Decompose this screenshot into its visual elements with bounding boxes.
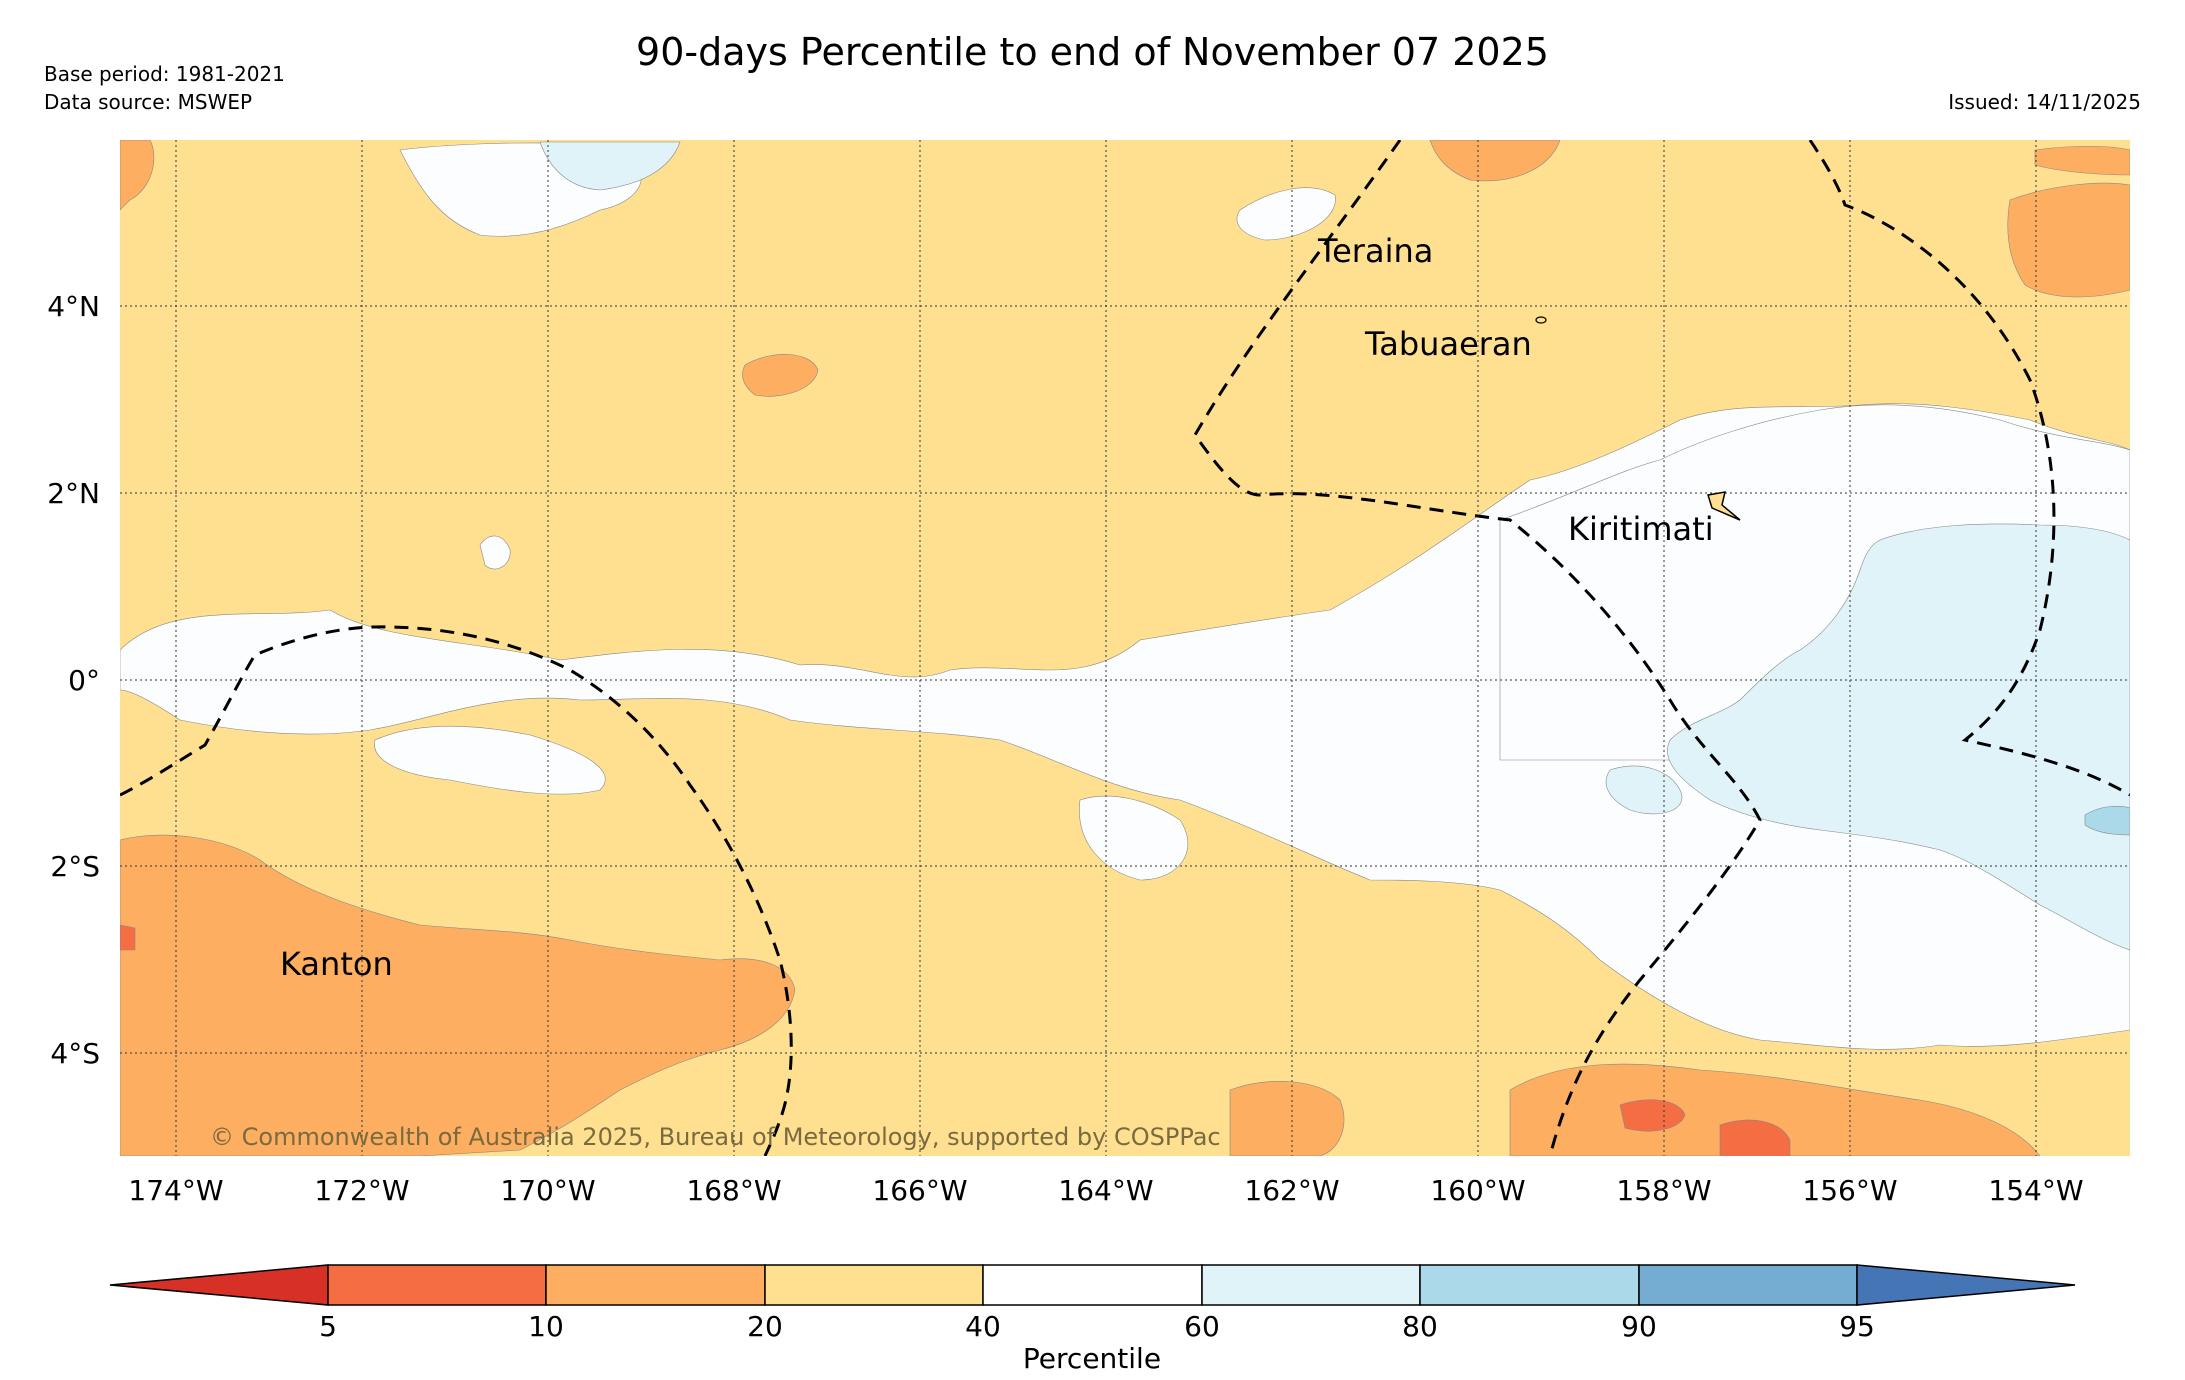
- percentile-region-10-20: [1229, 1081, 1345, 1156]
- percentile-region-40-60: [479, 535, 511, 570]
- map-title: 90-days Percentile to end of November 07…: [636, 30, 1549, 74]
- lon-label: 162°W: [1244, 1174, 1339, 1207]
- place-label-kanton: Kanton: [280, 945, 393, 983]
- colorbar-tick: 40: [965, 1310, 1001, 1343]
- lon-label: 174°W: [128, 1174, 223, 1207]
- colorbar-tick: 5: [319, 1310, 337, 1343]
- colorbar-tick: 60: [1184, 1310, 1220, 1343]
- percentile-region-80-90: [2084, 805, 2130, 836]
- place-label-kiritimati: Kiritimati: [1568, 510, 1714, 548]
- lat-label: 2°S: [50, 850, 100, 883]
- base-period: Base period: 1981-2021: [44, 62, 285, 86]
- colorbar-tick: 95: [1839, 1310, 1875, 1343]
- lon-label: 172°W: [314, 1174, 409, 1207]
- lon-label: 154°W: [1988, 1174, 2083, 1207]
- lat-label: 2°N: [47, 477, 100, 510]
- lat-label: 0°: [68, 664, 100, 697]
- colorbar-segment: [1201, 1264, 1421, 1306]
- colorbar-extend-high: [1856, 1264, 2076, 1306]
- lon-label: 168°W: [686, 1174, 781, 1207]
- graticule: [120, 140, 2130, 1156]
- colorbar-ticks: 5 10 20 40 60 80 90 95: [319, 1310, 1875, 1343]
- percentile-region-10-20: [1429, 140, 1561, 182]
- percentile-region-10-20: [742, 354, 819, 397]
- percentile-region-5-10: [1719, 1119, 1791, 1156]
- colorbar-tick: 90: [1621, 1310, 1657, 1343]
- percentile-region-60-80: [1605, 765, 1683, 815]
- lon-label: 156°W: [1802, 1174, 1897, 1207]
- tabuaeran-island-outline: [1535, 316, 1547, 324]
- percentile-region-10-20: [2007, 182, 2130, 298]
- percentile-region-10-20: [1509, 1063, 2041, 1156]
- colorbar-label: Percentile: [1023, 1342, 1161, 1375]
- percentile-region-40-60: [1236, 187, 1336, 241]
- kiritimati-island-outline: [1707, 491, 1741, 521]
- lon-label: 158°W: [1616, 1174, 1711, 1207]
- lon-label: 164°W: [1058, 1174, 1153, 1207]
- colorbar-tick: 20: [747, 1310, 783, 1343]
- place-label-tabuaeran: Tabuaeran: [1364, 325, 1532, 363]
- latitude-labels: 4°N 2°N 0° 2°S 4°S: [47, 290, 100, 1070]
- percentile-region-10-20: [2034, 145, 2130, 176]
- lon-label: 170°W: [500, 1174, 595, 1207]
- percentile-region-60-80: [539, 141, 681, 191]
- colorbar-segment: [1419, 1264, 1640, 1306]
- colorbar-segment: [764, 1264, 984, 1306]
- lat-label: 4°S: [50, 1037, 100, 1070]
- lat-label: 4°N: [47, 290, 100, 323]
- copyright-notice: © Commonwealth of Australia 2025, Bureau…: [210, 1123, 1221, 1151]
- data-source: Data source: MSWEP: [44, 90, 253, 114]
- colorbar-segment: [982, 1264, 1203, 1306]
- colorbar-segment: [327, 1264, 547, 1306]
- lon-label: 166°W: [872, 1174, 967, 1207]
- percentile-region-60-80: [1667, 523, 2130, 951]
- percentile-region-10-20: [120, 140, 155, 211]
- colorbar-segment: [545, 1264, 766, 1306]
- place-label-teraina: Teraina: [1317, 232, 1433, 270]
- percentile-region-40-60: [1079, 795, 1189, 881]
- colorbar-segment: [1638, 1264, 1858, 1306]
- eez-boundary: [120, 140, 2130, 1156]
- percentile-region-5-10: [1619, 1099, 1686, 1132]
- longitude-labels: 174°W 172°W 170°W 168°W 166°W 164°W 162°…: [128, 1174, 2083, 1207]
- percentile-region-40-60: [374, 726, 606, 795]
- colorbar-tick: 80: [1402, 1310, 1438, 1343]
- colorbar-tick: 10: [528, 1310, 564, 1343]
- colorbar: [109, 1264, 2076, 1306]
- percentile-region-5-10: [120, 924, 136, 951]
- lon-label: 160°W: [1430, 1174, 1525, 1207]
- percentile-region-10-20: [120, 834, 796, 1156]
- map-area: [120, 140, 2130, 1156]
- colorbar-extend-low: [109, 1264, 329, 1306]
- issued-date: Issued: 14/11/2025: [1948, 90, 2141, 114]
